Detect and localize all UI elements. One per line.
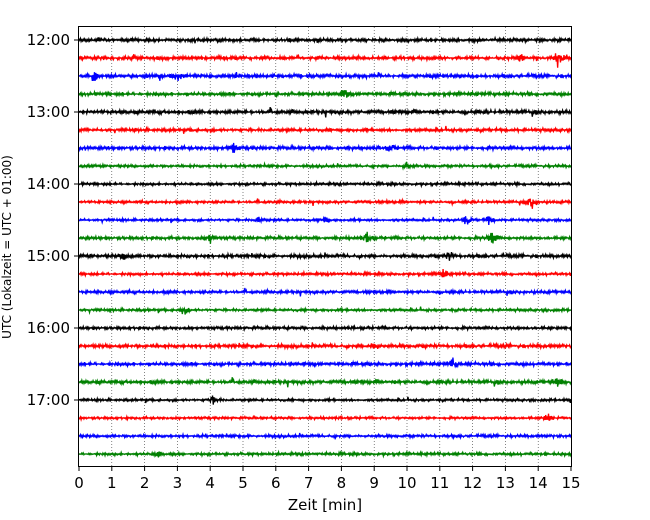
y-tick-label: 13:00 — [27, 103, 70, 121]
trace-line — [78, 215, 572, 225]
y-tick-label: 15:00 — [27, 247, 70, 265]
x-tick-label: 15 — [561, 474, 580, 492]
x-axis: 0 1 2 3 4 5 6 7 8 9 10 11 12 13 14 15 — [74, 466, 581, 492]
trace-line — [78, 231, 572, 244]
trace-line — [78, 142, 572, 153]
x-tick-label: 9 — [369, 474, 379, 492]
x-tick-label: 0 — [74, 474, 84, 492]
trace-line — [78, 357, 572, 369]
x-tick-label: 10 — [397, 474, 416, 492]
trace-line — [78, 377, 572, 388]
x-tick-label: 12 — [463, 474, 482, 492]
x-tick-label: 6 — [271, 474, 281, 492]
trace-line — [78, 106, 572, 118]
trace-line — [78, 431, 572, 441]
x-tick-label: 7 — [304, 474, 314, 492]
trace-line — [78, 35, 572, 45]
x-tick-label: 4 — [205, 474, 215, 492]
y-axis: 12:00 13:00 14:00 15:00 16:00 17:00 — [27, 31, 79, 409]
y-axis-label: UTC (Lokalzeit = UTC + 01:00) — [0, 155, 14, 339]
trace-line — [78, 449, 572, 459]
trace-line — [78, 251, 572, 261]
plot-frame — [78, 26, 572, 467]
trace-line — [78, 197, 572, 209]
x-tick-label: 5 — [238, 474, 248, 492]
trace-line — [78, 323, 572, 332]
trace-line — [78, 161, 572, 171]
trace-line — [78, 179, 572, 189]
x-tick-label: 3 — [173, 474, 183, 492]
x-tick-label: 1 — [107, 474, 117, 492]
trace-group — [78, 35, 572, 459]
x-tick-label: 13 — [496, 474, 515, 492]
trace-line — [78, 287, 572, 297]
trace-line — [78, 269, 572, 279]
trace-line — [78, 395, 572, 405]
trace-line — [78, 305, 572, 316]
y-tick-label: 17:00 — [27, 391, 70, 409]
x-tick-label: 14 — [529, 474, 548, 492]
x-axis-label: Zeit [min] — [288, 496, 362, 514]
trace-line — [78, 71, 572, 82]
trace-line — [78, 413, 572, 422]
x-tick-label: 8 — [337, 474, 347, 492]
trace-line — [78, 341, 572, 351]
trace-line — [78, 53, 572, 68]
y-tick-label: 14:00 — [27, 175, 70, 193]
y-tick-label: 12:00 — [27, 31, 70, 49]
vertical-grid — [111, 27, 539, 466]
trace-line — [78, 125, 572, 135]
x-tick-label: 11 — [430, 474, 449, 492]
trace-line — [78, 89, 572, 99]
y-tick-label: 16:00 — [27, 319, 70, 337]
x-tick-label: 2 — [140, 474, 150, 492]
